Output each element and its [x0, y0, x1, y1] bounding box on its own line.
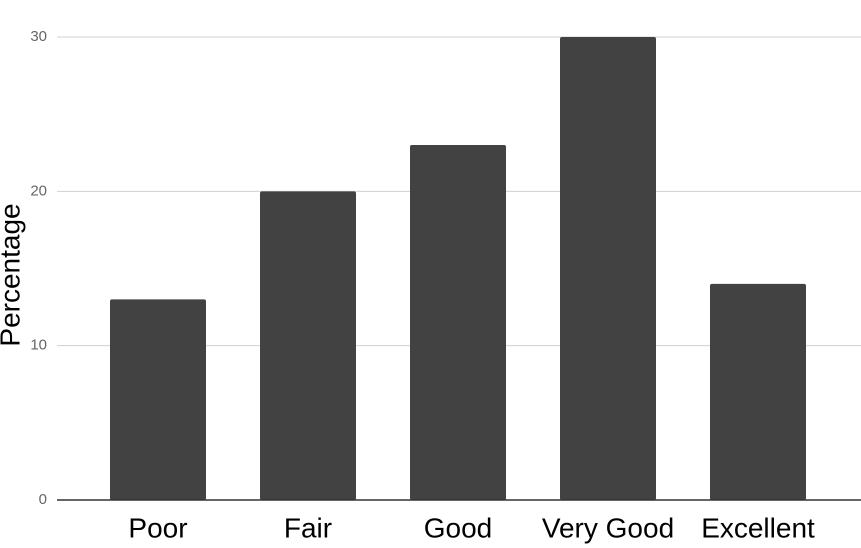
- x-tick-label: Good: [424, 512, 493, 543]
- bar: [710, 283, 806, 500]
- bar: [560, 37, 656, 500]
- y-tick-label: 0: [39, 491, 47, 508]
- x-tick-label: Excellent: [701, 512, 815, 543]
- y-tick-label: 20: [30, 182, 47, 199]
- bar: [410, 145, 506, 501]
- bar: [110, 299, 206, 500]
- y-axis-label: Percentage: [0, 203, 25, 346]
- x-tick-label: Poor: [128, 512, 187, 543]
- x-tick-label: Very Good: [542, 512, 674, 543]
- bar: [260, 191, 356, 501]
- y-tick-label: 10: [30, 337, 47, 354]
- x-tick-label: Fair: [284, 512, 332, 543]
- y-tick-label: 30: [30, 28, 47, 45]
